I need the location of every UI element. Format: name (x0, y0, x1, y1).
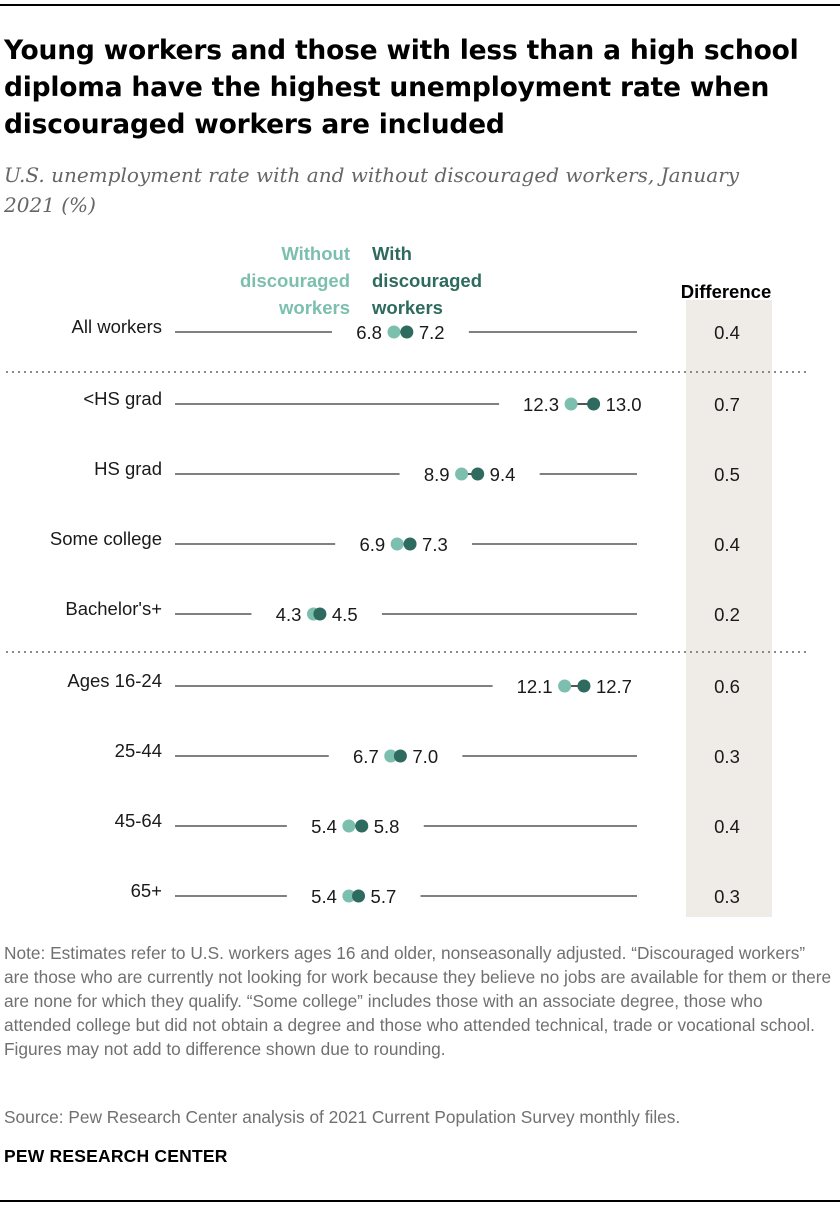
dot-without (387, 325, 401, 339)
category-label: 25-44 (115, 740, 162, 761)
category-label: Ages 16-24 (67, 670, 162, 691)
dot-without (342, 819, 356, 833)
dot-with (577, 679, 591, 693)
legend-without-label: workers (278, 297, 350, 318)
difference-value: 0.4 (714, 322, 740, 343)
category-label: <HS grad (83, 388, 162, 409)
dot-without (390, 537, 404, 551)
category-label: All workers (72, 316, 162, 337)
value-label-without: 6.9 (359, 534, 385, 555)
value-label-with: 7.0 (412, 746, 438, 767)
value-label-without: 6.8 (356, 322, 382, 343)
top-rule (0, 4, 840, 6)
value-label-with: 7.3 (422, 534, 448, 555)
category-label: 65+ (131, 880, 162, 901)
value-label-with: 5.7 (371, 886, 397, 907)
value-label-without: 6.7 (353, 746, 379, 767)
legend-with-label: With (372, 243, 412, 264)
legend-with-label: workers (371, 297, 443, 318)
difference-value: 0.6 (714, 676, 740, 697)
value-label-without: 12.1 (517, 676, 553, 697)
legend-with-label: discouraged (372, 270, 482, 291)
pew-research-center-logo: PEW RESEARCH CENTER (4, 1146, 228, 1166)
value-label-with: 13.0 (606, 394, 642, 415)
chart-title: Young workers and those with less than a… (4, 35, 799, 140)
dot-without (342, 889, 356, 903)
difference-value: 0.3 (714, 886, 740, 907)
category-label: Bachelor's+ (65, 598, 162, 619)
dot-plot-chart: Difference Without discouraged workers With d… (6, 243, 808, 917)
dot-with (400, 325, 414, 339)
bottom-rule (0, 1200, 840, 1202)
value-label-without: 4.3 (276, 604, 302, 625)
difference-value: 0.4 (714, 534, 740, 555)
difference-header: Difference (681, 281, 771, 302)
legend-without-label: Without (281, 243, 350, 264)
chart-subtitle: U.S. unemployment rate with and without … (4, 163, 740, 217)
dot-with (471, 467, 485, 481)
value-label-without: 12.3 (523, 394, 559, 415)
chart-note: Note: Estimates refer to U.S. workers ag… (4, 943, 832, 1059)
value-label-with: 7.2 (419, 322, 445, 343)
difference-value: 0.7 (714, 394, 740, 415)
difference-value: 0.2 (714, 604, 740, 625)
dot-with (313, 607, 327, 621)
value-label-with: 9.4 (490, 464, 516, 485)
dot-with (355, 819, 369, 833)
dot-with (587, 397, 601, 411)
category-label: Some college (50, 528, 162, 549)
dot-without (564, 397, 578, 411)
difference-value: 0.4 (714, 816, 740, 837)
difference-value: 0.3 (714, 746, 740, 767)
category-label: 45-64 (115, 810, 162, 831)
value-label-without: 5.4 (311, 816, 337, 837)
difference-column-bg (686, 300, 772, 917)
value-label-without: 8.9 (424, 464, 450, 485)
category-label: HS grad (94, 458, 162, 479)
dot-with (352, 889, 366, 903)
chart-source: Source: Pew Research Center analysis of … (4, 1107, 681, 1127)
legend-without-label: discouraged (240, 270, 350, 291)
dot-with (403, 537, 417, 551)
dot-without (384, 749, 398, 763)
value-label-with: 12.7 (596, 676, 632, 697)
difference-value: 0.5 (714, 464, 740, 485)
dot-with (393, 749, 407, 763)
value-label-with: 5.8 (374, 816, 400, 837)
dot-without (455, 467, 469, 481)
dot-without (558, 679, 572, 693)
value-label-without: 5.4 (311, 886, 337, 907)
value-label-with: 4.5 (332, 604, 358, 625)
